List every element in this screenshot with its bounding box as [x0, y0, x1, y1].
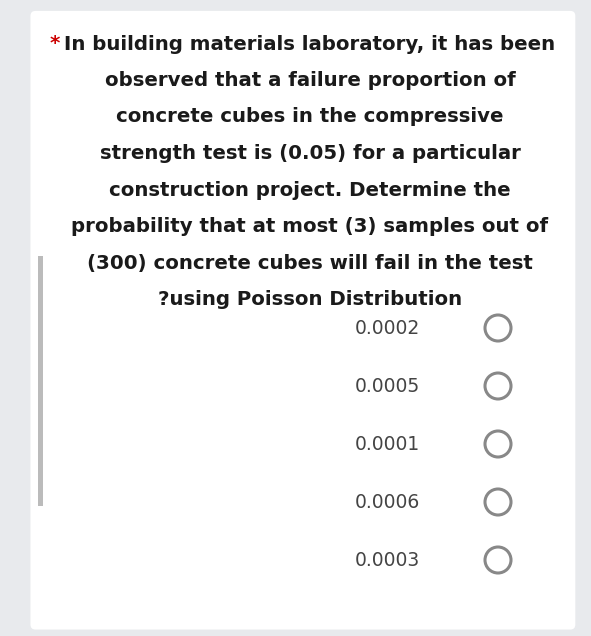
Text: *: * — [50, 34, 60, 53]
Bar — [38, 256, 44, 506]
FancyBboxPatch shape — [31, 11, 575, 630]
Text: strength test is (0.05) for a particular: strength test is (0.05) for a particular — [99, 144, 521, 163]
Text: 0.0003: 0.0003 — [355, 551, 420, 569]
Text: (300) concrete cubes will fail in the test: (300) concrete cubes will fail in the te… — [87, 254, 533, 272]
Text: probability that at most (3) samples out of: probability that at most (3) samples out… — [72, 217, 548, 236]
Text: 0.0006: 0.0006 — [355, 492, 420, 511]
Text: 0.0002: 0.0002 — [355, 319, 420, 338]
Text: 0.0001: 0.0001 — [355, 434, 420, 453]
Text: observed that a failure proportion of: observed that a failure proportion of — [105, 71, 515, 90]
Text: In building materials laboratory, it has been: In building materials laboratory, it has… — [64, 34, 556, 53]
Text: concrete cubes in the compressive: concrete cubes in the compressive — [116, 107, 504, 127]
Text: 0.0005: 0.0005 — [355, 377, 420, 396]
Text: construction project. Determine the: construction project. Determine the — [109, 181, 511, 200]
Text: ?using Poisson Distribution: ?using Poisson Distribution — [158, 290, 462, 309]
